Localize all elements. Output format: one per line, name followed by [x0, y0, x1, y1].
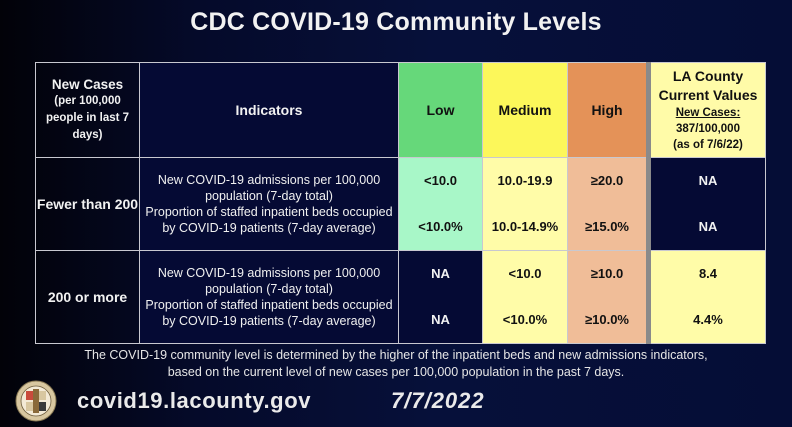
la-county-seal-icon — [15, 380, 57, 422]
low-admissions-value: NA — [431, 266, 450, 281]
indicators-cell: New COVID-19 admissions per 100,000 popu… — [139, 250, 399, 344]
indicators-header: Indicators — [139, 62, 399, 158]
medium-admissions-value: <10.0 — [508, 266, 542, 281]
la-county-header: LA County Current Values New Cases: 387/… — [646, 62, 766, 158]
high-cell: ≥10.0 ≥10.0% — [567, 250, 649, 344]
community-levels-table: New Cases (per 100,000 people in last 7 … — [35, 62, 766, 344]
high-admissions-value: ≥10.0 — [590, 266, 624, 281]
medium-cell: 10.0-19.9 10.0-14.9% — [482, 157, 568, 251]
page-title: CDC COVID-19 Community Levels — [190, 8, 602, 36]
la-county-new-cases-label: New Cases: — [675, 107, 741, 119]
new-cases-header-sub: (per 100,000 people in last 7 days) — [45, 95, 130, 141]
la-beds-value: 4.4% — [693, 312, 723, 327]
low-cell: NA NA — [398, 250, 483, 344]
medium-cell: <10.0 <10.0% — [482, 250, 568, 344]
la-county-as-of: (as of 7/6/22) — [673, 139, 743, 151]
new-cases-header-title: New Cases — [51, 77, 124, 92]
indicators-cell: New COVID-19 admissions per 100,000 popu… — [139, 157, 399, 251]
high-beds-value: ≥15.0% — [585, 219, 629, 234]
la-county-new-cases-value: 387/100,000 — [676, 123, 740, 135]
indicator-inpatient-beds: Proportion of staffed inpatient beds occ… — [145, 205, 393, 235]
row-label: 200 or more — [35, 250, 140, 344]
low-beds-value: <10.0% — [418, 219, 463, 234]
report-date: 7/7/2022 — [391, 388, 485, 413]
high-cell: ≥20.0 ≥15.0% — [567, 157, 649, 251]
medium-beds-value: 10.0-14.9% — [491, 219, 559, 234]
low-cell: <10.0 <10.0% — [398, 157, 483, 251]
footnote-line: based on the current level of new cases … — [167, 365, 625, 379]
indicator-admissions: New COVID-19 admissions per 100,000 popu… — [157, 173, 381, 203]
row-label: Fewer than 200 — [35, 157, 140, 251]
la-county-cell: NA NA — [646, 157, 766, 251]
medium-admissions-value: 10.0-19.9 — [497, 173, 553, 188]
indicator-inpatient-beds: Proportion of staffed inpatient beds occ… — [145, 298, 393, 328]
medium-beds-value: <10.0% — [502, 312, 548, 327]
table-row: Fewer than 200 New COVID-19 admissions p… — [35, 157, 766, 251]
high-admissions-value: ≥20.0 — [590, 173, 624, 188]
la-beds-value: NA — [698, 219, 718, 234]
website-link[interactable]: covid19.lacounty.gov — [77, 388, 312, 413]
la-admissions-value: NA — [698, 173, 718, 188]
la-county-cell: 8.4 4.4% — [646, 250, 766, 344]
level-header-medium: Medium — [482, 62, 568, 158]
high-beds-value: ≥10.0% — [585, 312, 629, 327]
low-beds-value: NA — [431, 312, 450, 327]
la-admissions-value: 8.4 — [698, 266, 718, 281]
table-row: 200 or more New COVID-19 admissions per … — [35, 250, 766, 344]
footnote: The COVID-19 community level is determin… — [0, 347, 792, 381]
header-row: New Cases (per 100,000 people in last 7 … — [35, 62, 766, 158]
indicator-admissions: New COVID-19 admissions per 100,000 popu… — [157, 266, 381, 296]
new-cases-header: New Cases (per 100,000 people in last 7 … — [35, 62, 140, 158]
la-county-title: LA County Current Values — [658, 68, 758, 103]
level-header-low: Low — [398, 62, 483, 158]
level-header-high: High — [567, 62, 649, 158]
low-admissions-value: <10.0 — [424, 173, 457, 188]
footnote-line: The COVID-19 community level is determin… — [84, 348, 708, 362]
